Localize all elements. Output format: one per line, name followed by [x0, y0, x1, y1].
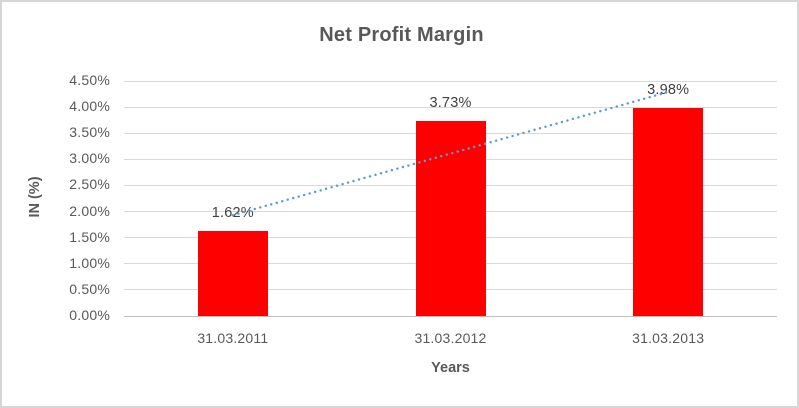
- y-axis-tick-label: 4.00%: [69, 98, 110, 115]
- y-axis-tick-label: 3.50%: [69, 124, 110, 141]
- gridline: [124, 315, 777, 317]
- bar-data-label: 3.73%: [429, 95, 472, 112]
- chart-title: Net Profit Margin: [319, 24, 484, 46]
- bar: [415, 121, 486, 316]
- y-axis-tick-label: 0.50%: [69, 280, 110, 297]
- y-axis-tick-label: 2.50%: [69, 176, 110, 193]
- y-axis-tick-label: 1.00%: [69, 254, 110, 271]
- bar-data-label: 1.62%: [211, 205, 254, 222]
- x-axis-category-label: 31.03.2013: [632, 330, 705, 346]
- x-axis-category-label: 31.03.2012: [414, 330, 487, 346]
- y-axis-tick-label: 1.50%: [69, 228, 110, 245]
- gridline: [124, 80, 777, 82]
- y-axis-tick-label: 4.50%: [69, 72, 110, 88]
- y-axis-tick-label: 0.00%: [69, 307, 110, 323]
- x-axis-category-label: 31.03.2011: [197, 330, 269, 346]
- y-axis-tick-label: 3.00%: [69, 150, 110, 167]
- bar-data-label: 3.98%: [647, 82, 690, 99]
- y-axis-tick-label: 2.00%: [69, 202, 110, 219]
- x-axis-title: Years: [431, 360, 470, 376]
- bar: [633, 108, 704, 316]
- bar: [197, 231, 268, 316]
